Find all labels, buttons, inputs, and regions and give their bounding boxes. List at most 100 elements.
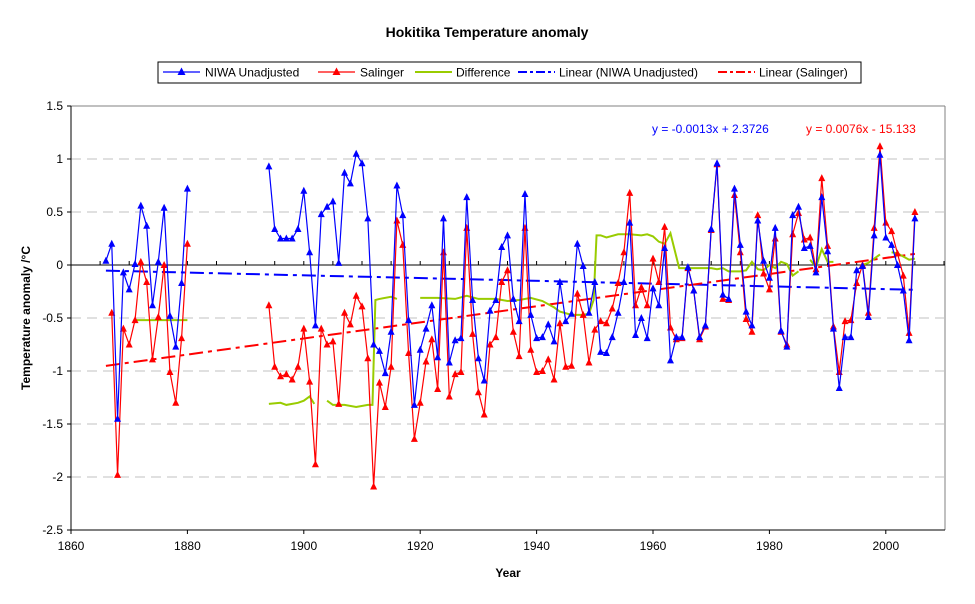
salinger-point [137,257,145,265]
niwa-point [893,261,901,268]
salinger-point [311,460,319,468]
salinger-point [317,324,325,332]
salinger-point [306,377,314,385]
niwa-point [504,231,511,239]
legend-item-linear-niwa: Linear (NIWA Unadjusted) [518,66,698,80]
niwa-point [789,211,797,219]
axes [67,105,946,534]
salinger-point [486,340,494,348]
legend-item-linear-salinger: Linear (Salinger) [718,66,848,80]
niwa-point [899,286,907,294]
trendline-equation-salinger: y = 0.0076x - 15.133 [806,122,916,136]
salinger-point [818,174,826,182]
salinger-point [853,279,861,287]
salinger-point [358,302,366,310]
difference-line [420,230,800,316]
niwa-point [288,234,296,242]
salinger-point [375,378,383,386]
salinger-point [841,317,849,325]
legend-label-linear-salinger: Linear (Salinger) [759,66,848,80]
salinger-point [492,333,500,341]
niwa-point [527,310,535,318]
niwa-point [154,257,162,265]
legend-item-niwa: NIWA Unadjusted [163,66,299,80]
niwa-point [835,383,843,391]
salinger-point [521,223,529,231]
salinger-point [370,482,378,490]
niwa-point [562,317,570,325]
niwa-point [649,284,657,292]
salinger-point [457,368,465,376]
niwa-point [265,162,273,170]
x-tick-label: 1900 [290,539,317,553]
niwa-point [434,353,442,361]
niwa-point [556,277,564,285]
niwa-point [294,224,302,232]
niwa-point [422,324,430,332]
niwa-point [614,308,622,316]
x-axis-label: Year [495,566,521,580]
niwa-point [911,214,919,222]
salinger-point [824,241,832,249]
niwa-point [119,268,127,276]
niwa-point [859,262,867,270]
niwa-point [765,273,773,281]
salinger-point [620,248,628,256]
niwa-point [370,340,378,348]
series-layer [102,142,919,490]
salinger-point [888,227,896,235]
niwa-point [672,333,680,341]
niwa-point [876,150,884,158]
salinger-point [364,354,372,362]
niwa-point [387,327,395,335]
niwa-point [114,414,122,422]
salinger-point [294,362,302,370]
y-tick-label: 1.5 [46,99,63,113]
niwa-point [125,285,133,293]
x-tick-label: 1860 [58,539,85,553]
salinger-point [393,216,401,224]
y-tick-labels: 1.5 1 0.5 0 -0.5 -1 -1.5 -2 -2.5 [42,99,63,537]
niwa-point [108,239,116,247]
salinger-point [422,357,430,365]
salinger-point [125,340,133,348]
salinger-point [649,254,657,262]
salinger-point [882,218,890,226]
trendline-salinger [105,252,916,367]
x-tick-label: 1880 [174,539,201,553]
niwa-point [358,159,366,167]
salinger-point [637,283,645,291]
niwa-point [486,306,494,314]
salinger-point [847,316,855,324]
salinger-point [789,230,797,238]
triangle-marker-icon [332,67,341,75]
niwa-point [800,244,808,252]
salinger-point [893,249,901,257]
y-tick-label: -0.5 [42,311,63,325]
niwa-point [399,211,407,219]
niwa-point [632,330,640,338]
niwa-point [690,286,698,294]
salinger-point [172,398,180,406]
x-tick-label: 1960 [640,539,667,553]
niwa-point [183,184,191,192]
salinger-point [352,291,360,299]
salinger-point [556,319,564,327]
niwa-point [405,316,413,324]
salinger-point [544,355,552,363]
niwa-point [818,193,826,201]
salinger-point [597,317,605,325]
difference-line [268,395,316,406]
niwa-point [620,277,628,285]
salinger-point [591,325,599,333]
niwa-point [795,202,802,210]
niwa-point [538,333,546,341]
salinger-point [515,352,523,360]
niwa-point [742,307,750,315]
salinger-point [579,310,587,318]
niwa-point [143,221,151,229]
legend: NIWA Unadjusted Salinger Difference Line… [157,61,862,84]
niwa-point [282,234,290,242]
salinger-point [608,304,616,312]
salinger-point [661,222,669,230]
